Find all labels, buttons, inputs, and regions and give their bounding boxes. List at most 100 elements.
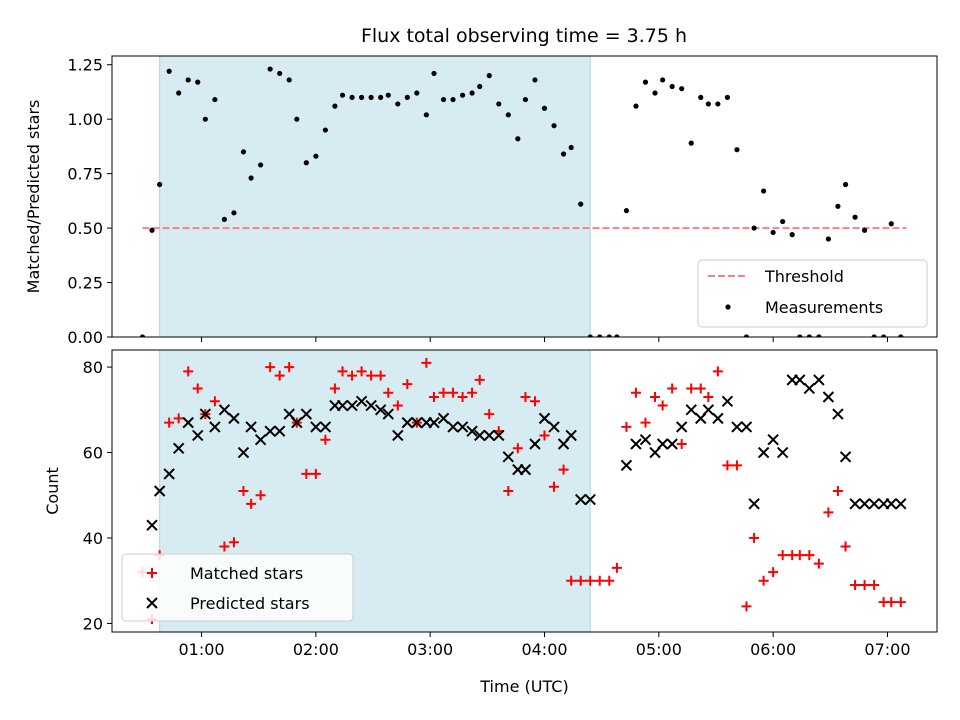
matched-stars-point [895,597,906,608]
plot-area [139,66,907,337]
y-tick-label: 0.50 [67,219,103,238]
predicted-stars-point [731,421,743,433]
axes-frame [111,349,938,633]
predicted-stars-point [209,421,221,433]
measurement-point [248,175,254,181]
measurement-point [743,334,750,337]
measurement-point [139,334,146,337]
measurement-point [679,86,685,92]
y-tick-label: 60 [83,444,103,463]
y-tick-label: 40 [83,529,103,548]
predicted-stars-point [767,434,779,446]
x-tick-label: 03:00 [407,640,453,659]
matched-stars-point [650,392,661,402]
measurement-point [440,96,447,103]
matched-stars-point [823,507,834,518]
predicted-stars-point [519,463,532,476]
measurement-point [303,160,309,166]
matched-stars-point [804,550,815,561]
bottom-panel: 01:00 02:00 03:00 04:00 05:00 06:00 07:00 20 40 6… [43,349,938,696]
matched-stars-point [703,392,714,402]
predicted-stars-point [685,404,697,416]
matched-stars-point [474,374,485,385]
matched-stars-point [421,357,432,368]
measurement-point [286,77,292,83]
observing-interval-shade [159,55,591,338]
predicted-stars-point [310,421,322,433]
measurement-point [541,105,548,111]
x-tick-label: 05:00 [636,640,682,659]
predicted-stars-point [493,429,505,442]
predicted-stars-point [740,421,753,433]
matched-stars-point [585,575,596,586]
measurement-point [861,227,868,233]
matched-stars-point [731,460,742,471]
legend-predicted-swatch [146,597,158,609]
predicted-stars-point [466,425,478,437]
legend-matched-label: Matched stars [190,564,303,583]
matched-stars-point [310,468,321,479]
matched-stars-point [850,580,861,590]
measurement-point [157,181,163,188]
measurement-point [267,66,273,72]
measurement-point [166,68,172,74]
predicted-stars-point [757,446,770,459]
measurement-point [313,153,319,159]
legend-box [697,259,928,328]
legend-box [121,553,354,622]
matched-stars-point [428,392,439,402]
y-axis-label: Matched/Predicted stars [24,100,43,294]
measurement-point [404,94,410,100]
predicted-stars-point [849,498,861,510]
measurement-point [176,90,182,96]
measurement-point [486,73,492,79]
measurement-point [751,225,757,231]
predicted-stars-point [300,408,313,420]
matched-stars-point [209,396,220,407]
predicted-stars-point [803,382,816,395]
predicted-stars-point [245,421,257,433]
measurement-point [724,94,731,100]
predicted-stars-point [192,429,204,442]
predicted-stars-point [392,429,404,442]
predicted-stars-point [237,446,250,459]
measurement-point [378,94,384,100]
measurement-point [606,334,612,337]
measurement-point [423,112,429,118]
predicted-stars-point [548,421,560,433]
measurement-point [835,203,841,209]
matched-stars-point [676,439,687,449]
measurement-point [477,83,483,90]
measurement-point [715,101,721,107]
predicted-stars-point [447,421,459,433]
matched-stars-point [520,392,531,402]
predicted-stars-point [355,395,368,407]
axes-frame [111,55,938,338]
measurement-point [825,236,831,242]
matched-stars-point [448,387,459,398]
predicted-stars-point [346,399,358,412]
predicted-stars-point [502,451,515,463]
measurement-point [202,116,208,122]
measurement-point [277,70,283,77]
matched-stars-point [484,409,495,420]
legend-predicted-label: Predicted stars [190,594,310,613]
predicted-stars-point [153,485,166,497]
measurement-point [560,151,567,157]
measurement-point [614,334,620,337]
matched-stars-point [503,486,514,496]
predicted-stars-point [264,425,276,437]
measurement-point [734,147,740,153]
legend-measurements-label: Measurements [765,298,883,317]
predicted-stars-point [584,493,596,506]
predicted-stars-point [456,421,469,433]
measurement-point [532,77,538,83]
predicted-stars-point [565,429,577,442]
measurement-point [871,334,877,337]
predicted-stars-point [813,374,825,386]
measurement-point [852,214,858,220]
measurement-point [623,208,630,214]
matched-stars-point [657,400,668,411]
matched-stars-point [722,460,733,471]
matched-stars-point [712,366,723,377]
